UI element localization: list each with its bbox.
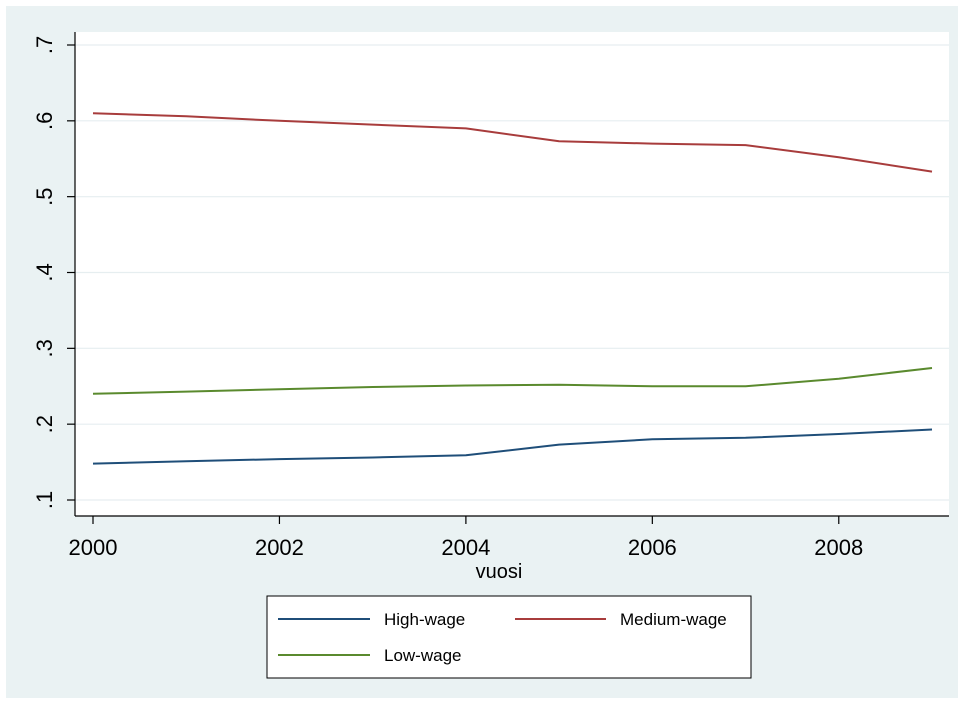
x-tick-label: 2004 — [441, 535, 490, 560]
y-tick-label: .4 — [32, 263, 57, 281]
x-tick-label: 2006 — [628, 535, 677, 560]
data-series — [92, 112, 933, 465]
y-tick-label: .6 — [32, 112, 57, 130]
x-axis-title: vuosi — [476, 561, 523, 583]
y-tick-label: .7 — [32, 36, 57, 54]
legend-label: Medium-wage — [620, 610, 727, 629]
series-line-high-wage — [92, 428, 933, 465]
legend-box — [266, 595, 752, 679]
y-tick-label: .5 — [32, 187, 57, 205]
x-axis-ticks: 2000 2002 2004 2006 2008 — [69, 516, 863, 560]
gridlines — [75, 44, 949, 501]
y-axis-ticks: .1 .2 .3 .4 .5 .6 .7 — [32, 36, 75, 509]
y-tick-label: .2 — [32, 415, 57, 433]
series-line-medium-wage — [92, 112, 933, 173]
series-line-low-wage — [92, 367, 933, 395]
legend-label: Low-wage — [384, 646, 462, 665]
y-tick-label: .1 — [32, 491, 57, 509]
legend: High-wage Medium-wage Low-wage — [266, 595, 752, 679]
x-tick-label: 2002 — [255, 535, 304, 560]
y-tick-label: .3 — [32, 339, 57, 357]
legend-label: High-wage — [384, 610, 465, 629]
x-tick-label: 2008 — [814, 535, 863, 560]
x-tick-label: 2000 — [69, 535, 118, 560]
plot-area — [75, 32, 949, 516]
